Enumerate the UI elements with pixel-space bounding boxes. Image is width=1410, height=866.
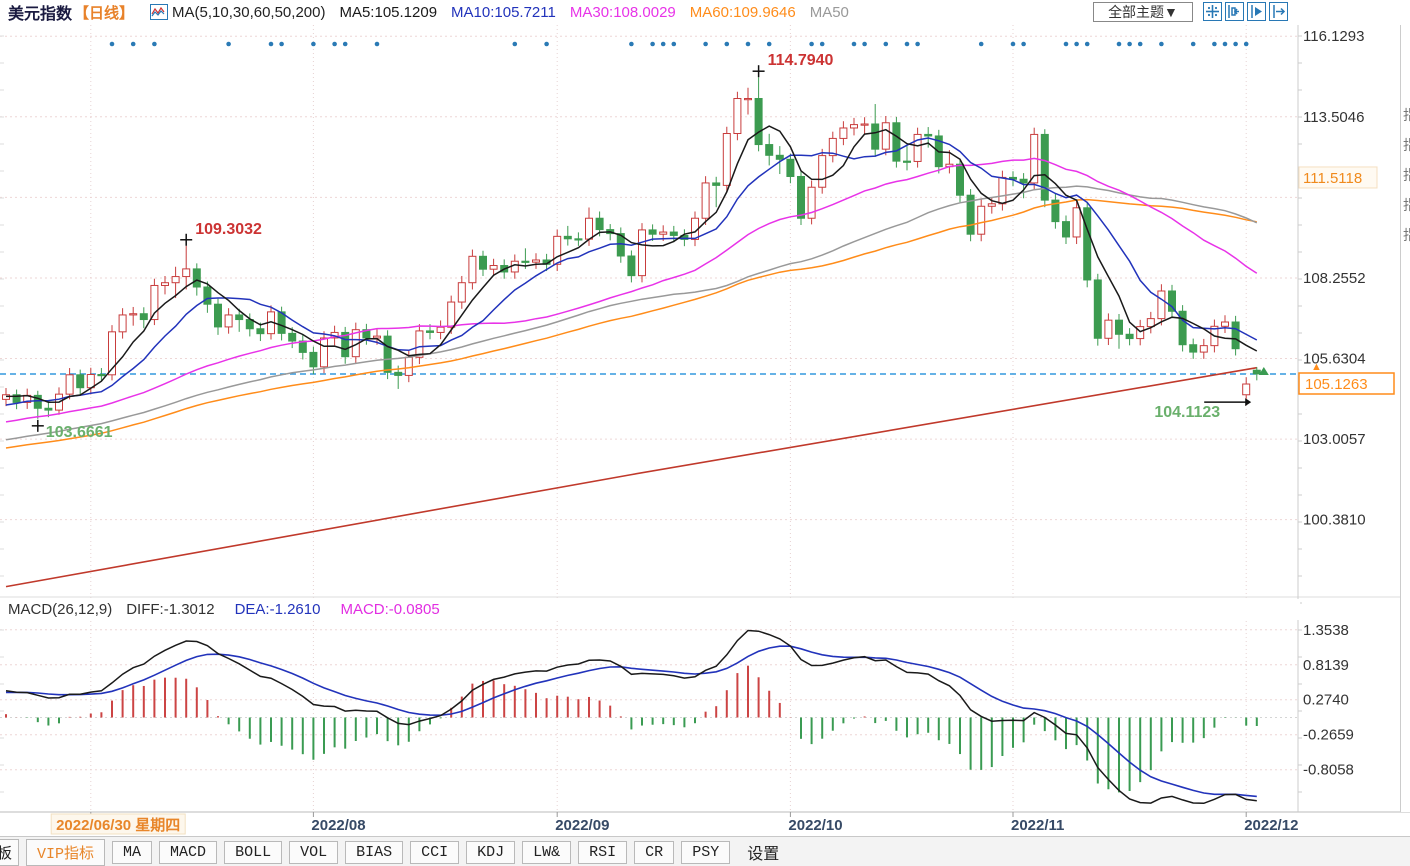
dea-line <box>6 645 1257 798</box>
ma60-legend: MA60:109.9646 <box>689 3 796 21</box>
svg-text:100.3810: 100.3810 <box>1303 512 1366 529</box>
tab-LW&[interactable]: LW& <box>522 840 572 864</box>
candlestick-layer <box>2 77 1261 419</box>
period-label: 【日线】 <box>74 4 135 22</box>
macd-header: MACD(26,12,9) DIFF:-1.3012 DEA:-1.2610 M… <box>0 599 1300 620</box>
tab-CCI[interactable]: CCI <box>410 840 460 864</box>
svg-text:113.5046: 113.5046 <box>1303 109 1364 126</box>
cutoff-glyph: 指 <box>1403 135 1410 155</box>
svg-text:▲: ▲ <box>1311 361 1322 373</box>
tab-VIP指标[interactable]: VIP指标 <box>26 838 106 866</box>
cutoff-glyph: 指 <box>1403 225 1410 245</box>
ma10-legend: MA10:105.7211 <box>451 3 556 21</box>
grid-layer <box>0 25 1298 810</box>
pan-move-icon[interactable] <box>1203 2 1222 21</box>
price-badge <box>1298 372 1395 395</box>
ma10-line <box>5 137 1258 406</box>
svg-text:2022/08: 2022/08 <box>311 817 365 834</box>
ma-settings-label: MA(5,10,30,60,50,200) <box>172 3 326 21</box>
ma-lines-layer <box>5 125 1258 449</box>
ma50-line <box>5 185 1258 441</box>
tab-partial[interactable]: 板 <box>0 838 20 866</box>
svg-text:-0.8058: -0.8058 <box>1303 762 1354 779</box>
tab-CR[interactable]: CR <box>634 840 675 864</box>
ma200-line <box>5 366 1257 588</box>
kline-chart-canvas[interactable]: 114.7940 109.3032 103.6661 104.1123 116.1293… <box>0 0 1410 836</box>
svg-text:2022/12: 2022/12 <box>1244 817 1298 834</box>
tab-BOLL[interactable]: BOLL <box>224 840 283 864</box>
kline-indicator-icon <box>150 4 169 20</box>
ma5-legend: MA5:105.1209 <box>339 3 438 21</box>
x-axis-labels: 2022/06/30 星期四 2022/08 2022/09 2022/10 2022/… <box>50 813 1298 835</box>
tab-PSY[interactable]: PSY <box>681 840 731 864</box>
chart-header: 美元指数 【日线】 MA(5,10,30,60,50,200) MA5:105.1… <box>0 0 1410 24</box>
svg-text:-0.2659: -0.2659 <box>1303 727 1354 744</box>
ma30-line <box>5 157 1258 423</box>
diff-line <box>5 629 1257 805</box>
svg-text:2022/10: 2022/10 <box>788 817 842 834</box>
tab-KDJ[interactable]: KDJ <box>466 840 516 864</box>
macd-formula-label: MACD(26,12,9) <box>8 601 113 618</box>
svg-text:104.1123: 104.1123 <box>1154 404 1220 421</box>
special-level-label: 111.5118 <box>1303 170 1362 187</box>
indicator-tab-bar: 板 VIP指标MAMACDBOLLVOLBIASCCIKDJLW&RSICRPS… <box>0 836 1410 866</box>
ma50-legend: MA50 <box>809 3 849 21</box>
kline-step-back-icon[interactable] <box>1225 2 1244 21</box>
svg-text:103.0057: 103.0057 <box>1303 431 1366 448</box>
screen-exit-icon[interactable] <box>1269 2 1288 21</box>
ma30-legend: MA30:108.0029 <box>569 3 676 21</box>
ma60-line <box>5 198 1257 449</box>
tab-MA[interactable]: MA <box>112 840 153 864</box>
y-axis-labels: 116.1293 113.5046 108.2552 105.6304 103.0057… <box>1298 28 1395 779</box>
svg-text:0.2740: 0.2740 <box>1303 692 1349 709</box>
panel-borders <box>0 25 1410 817</box>
ma5-line <box>5 125 1258 403</box>
svg-text:103.6661: 103.6661 <box>46 424 113 441</box>
right-cutoff-panel: 指指指指指 <box>1400 25 1410 812</box>
current-date-label: 2022/06/30 星期四 <box>56 816 180 834</box>
svg-text:108.2552: 108.2552 <box>1303 270 1366 287</box>
macd-layer <box>5 629 1258 805</box>
tab-RSI[interactable]: RSI <box>578 840 628 864</box>
tab-VOL[interactable]: VOL <box>289 840 339 864</box>
tab-设置[interactable]: 设置 <box>747 846 780 864</box>
macd-hist-value: MACD:-0.0805 <box>340 601 440 618</box>
svg-text:2022/09: 2022/09 <box>555 817 609 834</box>
svg-text:116.1293: 116.1293 <box>1303 28 1364 45</box>
macd-diff-value: DIFF:-1.3012 <box>126 601 215 618</box>
macd-dea-value: DEA:-1.2610 <box>234 601 321 618</box>
annotation-layer: 114.7940 109.3032 103.6661 104.1123 <box>31 52 1269 441</box>
ma200-layer <box>5 366 1257 588</box>
symbol-title: 美元指数 <box>8 6 73 23</box>
cutoff-glyph: 指 <box>1403 165 1410 185</box>
svg-text:114.7940: 114.7940 <box>768 52 834 69</box>
kline-play-icon[interactable] <box>1247 2 1266 21</box>
tab-MACD[interactable]: MACD <box>159 840 218 864</box>
last-price-marker <box>1258 367 1269 375</box>
svg-text:109.3032: 109.3032 <box>195 221 262 238</box>
svg-text:1.3538: 1.3538 <box>1303 622 1349 639</box>
event-dots-layer <box>109 41 1249 47</box>
svg-text:105.6304: 105.6304 <box>1303 351 1366 368</box>
svg-text:0.8139: 0.8139 <box>1303 657 1349 674</box>
svg-text:2022/11: 2022/11 <box>1011 817 1064 834</box>
theme-dropdown[interactable]: 全部主题▼ <box>1093 2 1193 22</box>
cutoff-glyph: 指 <box>1403 195 1410 215</box>
svg-text:105.1263: 105.1263 <box>1305 376 1368 393</box>
cutoff-glyph: 指 <box>1403 105 1410 125</box>
tab-BIAS[interactable]: BIAS <box>345 840 404 864</box>
